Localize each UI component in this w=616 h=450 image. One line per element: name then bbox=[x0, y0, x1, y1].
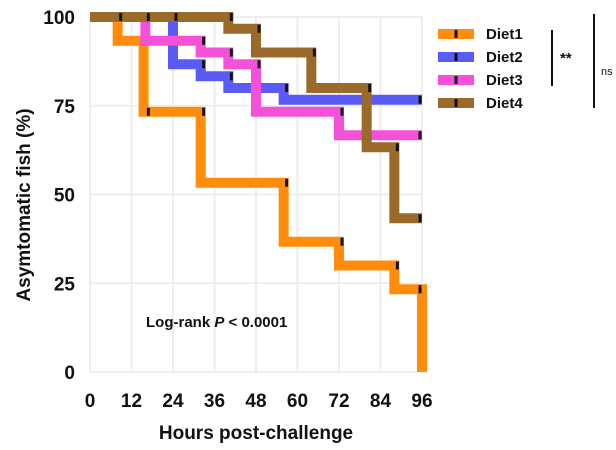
y-tick-label: 50 bbox=[54, 186, 75, 207]
censor-mark-diet4 bbox=[312, 48, 316, 57]
legend-label: Diet3 bbox=[486, 72, 523, 89]
censor-mark-diet2 bbox=[285, 84, 289, 92]
legend-label: Diet1 bbox=[486, 26, 523, 43]
x-axis-title: Hours post-challenge bbox=[159, 423, 353, 444]
legend-censor-mark bbox=[454, 30, 458, 38]
censor-mark-diet4 bbox=[395, 143, 399, 152]
series-line-diet3 bbox=[90, 12, 422, 141]
legend-label: Diet4 bbox=[486, 95, 523, 112]
censor-mark-diet3 bbox=[146, 13, 150, 21]
censor-layer bbox=[119, 13, 422, 294]
series-layer bbox=[90, 12, 427, 372]
censor-mark-diet1 bbox=[395, 261, 399, 270]
censor-mark-diet2 bbox=[174, 13, 178, 21]
y-tick-label: 0 bbox=[64, 363, 75, 384]
censor-mark-diet1 bbox=[418, 285, 422, 294]
series-line-diet1 bbox=[90, 12, 427, 372]
y-tick-label: 25 bbox=[54, 274, 76, 295]
x-tick-label: 84 bbox=[370, 391, 392, 412]
censor-mark-diet3 bbox=[202, 36, 206, 45]
log-rank-suffix: < 0.0001 bbox=[224, 314, 287, 331]
y-tick-label: 100 bbox=[43, 8, 75, 29]
legend-label: Diet2 bbox=[486, 49, 523, 66]
log-rank-p: P bbox=[214, 314, 225, 331]
censor-mark-diet3 bbox=[418, 131, 422, 140]
x-tick-label: 72 bbox=[328, 391, 349, 412]
series-line-diet4 bbox=[90, 12, 422, 224]
censor-mark-diet3 bbox=[340, 107, 344, 116]
x-tick-label: 12 bbox=[121, 391, 142, 412]
censor-mark-diet2 bbox=[202, 60, 206, 69]
censor-mark-diet4 bbox=[418, 214, 422, 223]
significance-label-inner: ** bbox=[560, 50, 572, 67]
censor-mark-diet3 bbox=[229, 48, 233, 57]
legend-item-diet4: Diet4 bbox=[438, 95, 523, 112]
log-rank-annotation: Log-rank P < 0.0001 bbox=[146, 314, 287, 331]
censor-mark-diet1 bbox=[119, 13, 123, 21]
censor-mark-diet4 bbox=[257, 24, 261, 33]
censor-mark-diet4 bbox=[229, 13, 233, 21]
x-tick-label: 96 bbox=[411, 391, 432, 412]
censor-mark-diet1 bbox=[340, 237, 344, 246]
censor-mark-diet1 bbox=[146, 107, 150, 116]
log-rank-prefix: Log-rank bbox=[146, 314, 214, 331]
legend-item-diet2: Diet2 bbox=[438, 49, 523, 66]
censor-mark-diet2 bbox=[229, 72, 233, 81]
significance-brackets: ** ns bbox=[551, 14, 613, 108]
censor-mark-diet1 bbox=[285, 178, 289, 187]
y-tick-label: 75 bbox=[54, 97, 76, 118]
censor-mark-diet1 bbox=[202, 107, 206, 116]
legend: Diet1 Diet2 Diet3 Diet4 bbox=[438, 26, 523, 112]
x-tick-label: 60 bbox=[287, 391, 308, 412]
y-axis-title: Asymtomatic fish (%) bbox=[14, 108, 35, 301]
x-tick-label: 0 bbox=[85, 391, 96, 412]
censor-mark-diet2 bbox=[418, 95, 422, 104]
censor-mark-diet3 bbox=[257, 60, 261, 69]
significance-label-outer: ns bbox=[601, 66, 613, 78]
legend-censor-mark bbox=[454, 53, 458, 61]
legend-censor-mark bbox=[454, 99, 458, 107]
legend-item-diet3: Diet3 bbox=[438, 72, 523, 89]
x-tick-label: 24 bbox=[162, 391, 184, 412]
legend-censor-mark bbox=[454, 76, 458, 84]
axis-layer: 0 12 24 36 48 60 72 84 96 0 25 50 75 100 bbox=[43, 8, 432, 412]
legend-item-diet1: Diet1 bbox=[438, 26, 523, 43]
x-tick-label: 48 bbox=[245, 391, 266, 412]
censor-mark-diet4 bbox=[368, 84, 372, 92]
x-tick-label: 36 bbox=[204, 391, 225, 412]
